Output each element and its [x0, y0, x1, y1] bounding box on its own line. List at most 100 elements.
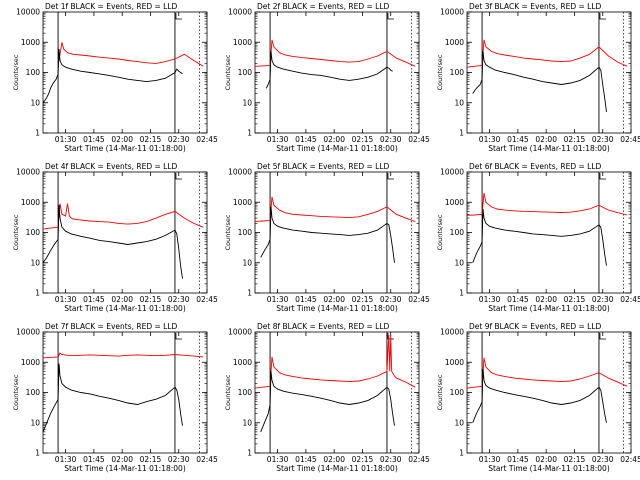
y-tick-label: 100	[450, 388, 465, 397]
x-tick-label: 02:15	[140, 135, 162, 144]
plot-frame	[254, 11, 420, 134]
detector-panel-2: Det 2f BLACK = Events, RED = LLD 1 10 100 10…	[224, 2, 430, 153]
lld-rate-line	[254, 196, 416, 223]
lld-rate-line	[254, 39, 416, 67]
x-axis-label: Start Time (14-Mar-11 01:18:00)	[488, 144, 610, 153]
y-tick-label: 10000	[228, 8, 252, 17]
x-tick-label: 01:30	[55, 455, 77, 464]
x-tick-label: 02:45	[408, 455, 430, 464]
x-tick-label: 02:15	[564, 135, 586, 144]
x-tick-label: 02:00	[111, 455, 133, 464]
x-tick-label: 01:45	[295, 295, 317, 304]
plot-frame	[42, 331, 208, 454]
x-tick-label: 02:30	[168, 455, 190, 464]
y-tick-label: 100	[238, 68, 253, 77]
y-tick-label: 10	[30, 98, 40, 107]
lld-rate-line	[466, 39, 628, 68]
marker-flag	[599, 333, 606, 340]
lld-rate-line	[254, 334, 416, 389]
event-rate-line	[472, 368, 607, 423]
x-axis-label: Start Time (14-Mar-11 01:18:00)	[488, 304, 610, 313]
marker-flag	[387, 333, 394, 340]
x-tick-label: 02:15	[564, 295, 586, 304]
x-tick-label: 01:45	[507, 455, 529, 464]
y-axis-label: Counts/sec	[12, 54, 20, 90]
panel-title: Det 8f BLACK = Events, RED = LLD	[257, 322, 390, 331]
x-tick-label: 02:15	[140, 455, 162, 464]
marker-flag	[387, 13, 394, 20]
x-tick-label: 02:00	[111, 295, 133, 304]
y-tick-label: 100	[26, 68, 41, 77]
x-tick-label: 02:45	[408, 135, 430, 144]
marker-flag	[175, 173, 182, 180]
x-tick-label: 02:45	[196, 295, 218, 304]
y-tick-label: 1	[35, 129, 40, 138]
y-tick-label: 1	[247, 289, 252, 298]
y-tick-label: 1	[247, 129, 252, 138]
y-tick-label: 10	[454, 98, 464, 107]
x-axis-label: Start Time (14-Mar-11 01:18:00)	[276, 304, 398, 313]
y-tick-label: 10000	[16, 328, 40, 337]
y-tick-label: 10000	[440, 8, 464, 17]
y-tick-label: 1000	[233, 198, 252, 207]
y-tick-label: 10000	[228, 328, 252, 337]
y-tick-label: 1000	[233, 358, 252, 367]
detector-panel-4: Det 4f BLACK = Events, RED = LLD 1 10 100 10…	[12, 162, 218, 313]
detector-panel-1: Det 1f BLACK = Events, RED = LLD 1 10 100 10…	[12, 2, 218, 153]
panel-title: Det 5f BLACK = Events, RED = LLD	[257, 162, 390, 171]
plot-frame	[466, 331, 632, 454]
x-axis-label: Start Time (14-Mar-11 01:18:00)	[276, 144, 398, 153]
detector-panel-8: Det 8f BLACK = Events, RED = LLD 1 10 100 10…	[224, 322, 430, 473]
panel-title: Det 2f BLACK = Events, RED = LLD	[257, 2, 390, 11]
panel-title: Det 6f BLACK = Events, RED = LLD	[469, 162, 602, 171]
marker-flag	[387, 173, 394, 180]
x-tick-label: 02:15	[352, 455, 374, 464]
event-rate-line	[42, 48, 183, 104]
panel-title: Det 9f BLACK = Events, RED = LLD	[469, 322, 602, 331]
event-rate-line	[260, 371, 395, 433]
y-tick-label: 1000	[21, 38, 40, 47]
x-tick-label: 02:30	[380, 455, 402, 464]
x-tick-label: 02:45	[196, 455, 218, 464]
lld-rate-line	[466, 193, 628, 216]
y-tick-label: 10	[454, 418, 464, 427]
x-tick-label: 02:00	[323, 295, 345, 304]
x-tick-label: 02:30	[380, 135, 402, 144]
y-tick-label: 1	[35, 449, 40, 458]
y-tick-label: 100	[238, 388, 253, 397]
marker-flag	[599, 13, 606, 20]
plot-frame	[42, 11, 208, 134]
y-tick-label: 1	[459, 289, 464, 298]
x-tick-label: 01:45	[83, 455, 105, 464]
x-tick-label: 01:30	[55, 295, 77, 304]
x-tick-label: 02:45	[620, 135, 640, 144]
y-tick-label: 1	[35, 289, 40, 298]
x-tick-label: 02:45	[620, 295, 640, 304]
plot-frame	[466, 171, 632, 294]
y-tick-label: 10	[454, 258, 464, 267]
x-tick-label: 02:45	[620, 455, 640, 464]
y-tick-label: 10	[242, 258, 252, 267]
x-tick-label: 02:15	[564, 455, 586, 464]
x-tick-label: 01:30	[479, 295, 501, 304]
y-axis-label: Counts/sec	[436, 214, 444, 250]
x-tick-label: 01:45	[83, 295, 105, 304]
x-tick-label: 01:30	[479, 455, 501, 464]
x-tick-label: 02:00	[535, 455, 557, 464]
x-tick-label: 02:45	[196, 135, 218, 144]
event-rate-line	[472, 51, 607, 112]
x-axis-label: Start Time (14-Mar-11 01:18:00)	[276, 464, 398, 473]
y-axis-label: Counts/sec	[436, 374, 444, 410]
x-tick-label: 01:45	[507, 295, 529, 304]
event-rate-line	[472, 208, 607, 266]
x-axis-label: Start Time (14-Mar-11 01:18:00)	[64, 304, 186, 313]
y-tick-label: 10000	[228, 168, 252, 177]
x-tick-label: 01:30	[267, 295, 289, 304]
x-tick-label: 02:15	[140, 295, 162, 304]
panel-title: Det 3f BLACK = Events, RED = LLD	[469, 2, 602, 11]
x-tick-label: 02:00	[323, 455, 345, 464]
y-tick-label: 1000	[445, 358, 464, 367]
panel-title: Det 4f BLACK = Events, RED = LLD	[45, 162, 178, 171]
x-axis-label: Start Time (14-Mar-11 01:18:00)	[64, 144, 186, 153]
